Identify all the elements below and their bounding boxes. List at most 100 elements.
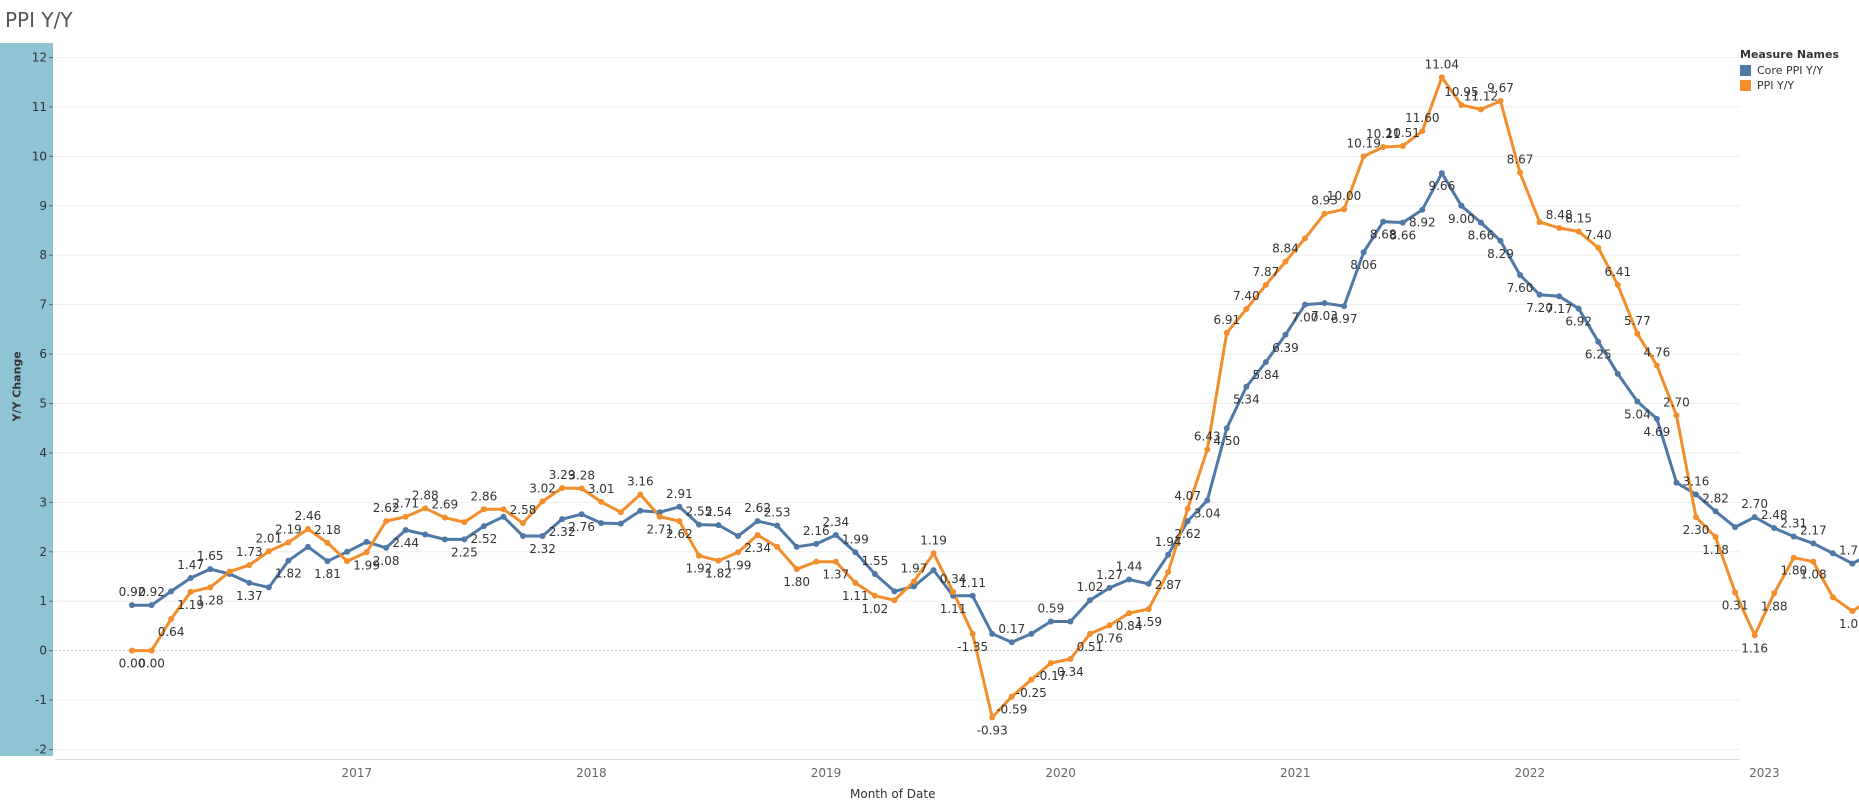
data-label: 2.62 <box>744 501 771 515</box>
data-label: 2.52 <box>471 532 498 546</box>
y-tick-label: 3 <box>39 495 47 509</box>
data-point <box>1262 358 1269 365</box>
data-point <box>1849 608 1856 615</box>
data-label: 1.08 <box>1800 568 1827 582</box>
data-point <box>1438 170 1445 177</box>
series-points <box>129 74 1856 721</box>
data-label: 5.84 <box>1253 368 1280 382</box>
legend-item-ppi[interactable]: PPI Y/Y <box>1740 79 1839 92</box>
data-point <box>1106 584 1113 591</box>
data-label: 3.04 <box>1194 506 1221 520</box>
data-point <box>774 522 781 529</box>
data-point <box>383 518 390 525</box>
data-label: 6.97 <box>1331 312 1358 326</box>
data-point <box>1204 446 1211 453</box>
data-point <box>1712 508 1719 515</box>
data-label: 7.17 <box>1546 302 1573 316</box>
data-point <box>617 509 624 516</box>
data-point <box>1810 540 1817 547</box>
data-point <box>1243 306 1250 313</box>
series-line-ppi <box>132 75 1859 719</box>
data-point <box>1008 693 1015 700</box>
series-lines <box>132 75 1859 719</box>
data-label: 11.12 <box>1464 89 1498 103</box>
data-point <box>1575 228 1582 235</box>
data-point <box>1184 518 1191 525</box>
data-point <box>637 507 644 514</box>
data-point <box>1732 524 1739 531</box>
data-point <box>1399 219 1406 226</box>
data-point <box>500 513 507 520</box>
data-point <box>1184 505 1191 512</box>
data-point <box>1106 622 1113 629</box>
y-tick-label: 11 <box>32 100 47 114</box>
data-point <box>324 558 331 565</box>
data-point <box>1438 74 1445 81</box>
data-point <box>422 505 429 512</box>
data-point <box>1829 594 1836 601</box>
data-label: 1.59 <box>1135 615 1162 629</box>
x-tick-label: 2022 <box>1515 766 1546 780</box>
y-tick-label: 2 <box>39 545 47 559</box>
legend-item-core[interactable]: Core PPI Y/Y <box>1740 64 1839 77</box>
data-label: 6.91 <box>1213 313 1240 327</box>
data-point <box>598 520 605 527</box>
x-tick-labels: 20172018201920202021202220232024 <box>342 766 1780 780</box>
data-point <box>265 548 272 555</box>
data-label: 0.64 <box>158 625 185 639</box>
data-label: 3.28 <box>568 469 595 483</box>
y-tick-label: 6 <box>39 347 47 361</box>
data-label: 8.93 <box>1311 194 1338 208</box>
data-point <box>246 562 253 569</box>
data-point <box>656 509 663 516</box>
data-label: 6.43 <box>1194 429 1221 443</box>
data-point <box>1008 639 1015 646</box>
data-point <box>930 567 937 574</box>
data-point <box>1028 630 1035 637</box>
data-point <box>1028 676 1035 683</box>
data-label: -0.25 <box>1016 686 1047 700</box>
data-point <box>1634 398 1641 405</box>
data-label: 2.19 <box>275 522 302 536</box>
data-point <box>1810 558 1817 565</box>
data-point <box>969 592 976 599</box>
data-label: 2.55 <box>686 505 713 519</box>
data-label: 2.91 <box>666 487 693 501</box>
data-label: 2.69 <box>431 498 458 512</box>
data-label: 2.87 <box>1155 578 1182 592</box>
y-tick-label: -2 <box>35 743 47 757</box>
data-label: 1.18 <box>1702 543 1729 557</box>
data-point <box>1341 206 1348 213</box>
data-point <box>168 588 175 595</box>
data-point <box>1086 630 1093 637</box>
data-label: 2.62 <box>666 527 693 541</box>
data-label: 1.82 <box>275 567 302 581</box>
data-label: 2.17 <box>1800 523 1827 537</box>
data-point <box>1126 610 1133 617</box>
data-label: 2.82 <box>1702 491 1729 505</box>
data-point <box>168 616 175 623</box>
data-label: 1.65 <box>197 549 224 563</box>
data-point <box>1536 219 1543 226</box>
chart-title: PPI Y/Y <box>5 8 73 32</box>
data-label: 1.05 <box>1839 617 1859 631</box>
data-point <box>1673 479 1680 486</box>
data-point <box>1243 383 1250 390</box>
data-point <box>1223 425 1230 432</box>
data-label: 2.32 <box>549 525 576 539</box>
data-point <box>1165 569 1172 576</box>
data-label: 1.81 <box>314 567 341 581</box>
data-label: -0.17 <box>1035 669 1066 683</box>
data-label: 6.39 <box>1272 341 1299 355</box>
data-point <box>1829 550 1836 557</box>
data-label: 2.58 <box>510 503 537 517</box>
data-point <box>1380 143 1387 150</box>
data-point <box>304 526 311 533</box>
data-point <box>598 498 605 505</box>
data-point <box>1634 330 1641 337</box>
data-point <box>930 550 937 557</box>
data-point <box>715 522 722 529</box>
y-tick-label: 10 <box>32 149 47 163</box>
data-point <box>226 568 233 575</box>
